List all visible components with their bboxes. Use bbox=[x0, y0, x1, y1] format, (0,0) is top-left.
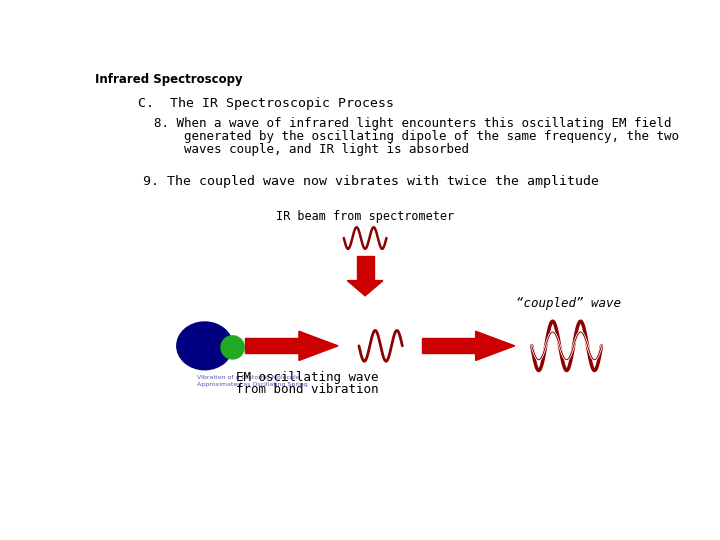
Ellipse shape bbox=[177, 322, 233, 370]
Text: waves couple, and IR light is absorbed: waves couple, and IR light is absorbed bbox=[153, 143, 469, 157]
Text: generated by the oscillating dipole of the same frequency, the two: generated by the oscillating dipole of t… bbox=[153, 130, 678, 143]
Polygon shape bbox=[422, 338, 476, 354]
Text: Infrared Spectroscopy: Infrared Spectroscopy bbox=[96, 72, 243, 85]
Text: 8. When a wave of infrared light encounters this oscillating EM field: 8. When a wave of infrared light encount… bbox=[153, 117, 671, 130]
Text: Approximated as Oscillating Spring: Approximated as Oscillating Spring bbox=[197, 382, 307, 387]
Text: IR beam from spectrometer: IR beam from spectrometer bbox=[276, 210, 454, 222]
Polygon shape bbox=[299, 331, 338, 361]
Text: Vibration of a Diatomic Molecule: Vibration of a Diatomic Molecule bbox=[197, 375, 300, 380]
Text: EM oscillating wave: EM oscillating wave bbox=[235, 372, 378, 384]
Polygon shape bbox=[356, 256, 374, 281]
Text: from bond vibration: from bond vibration bbox=[235, 383, 378, 396]
Polygon shape bbox=[245, 338, 299, 354]
Polygon shape bbox=[476, 331, 515, 361]
Text: C.  The IR Spectroscopic Process: C. The IR Spectroscopic Process bbox=[138, 97, 394, 110]
Polygon shape bbox=[347, 281, 383, 296]
Circle shape bbox=[221, 336, 244, 359]
Text: “coupled” wave: “coupled” wave bbox=[516, 298, 621, 310]
Text: 9. The coupled wave now vibrates with twice the amplitude: 9. The coupled wave now vibrates with tw… bbox=[143, 175, 599, 188]
